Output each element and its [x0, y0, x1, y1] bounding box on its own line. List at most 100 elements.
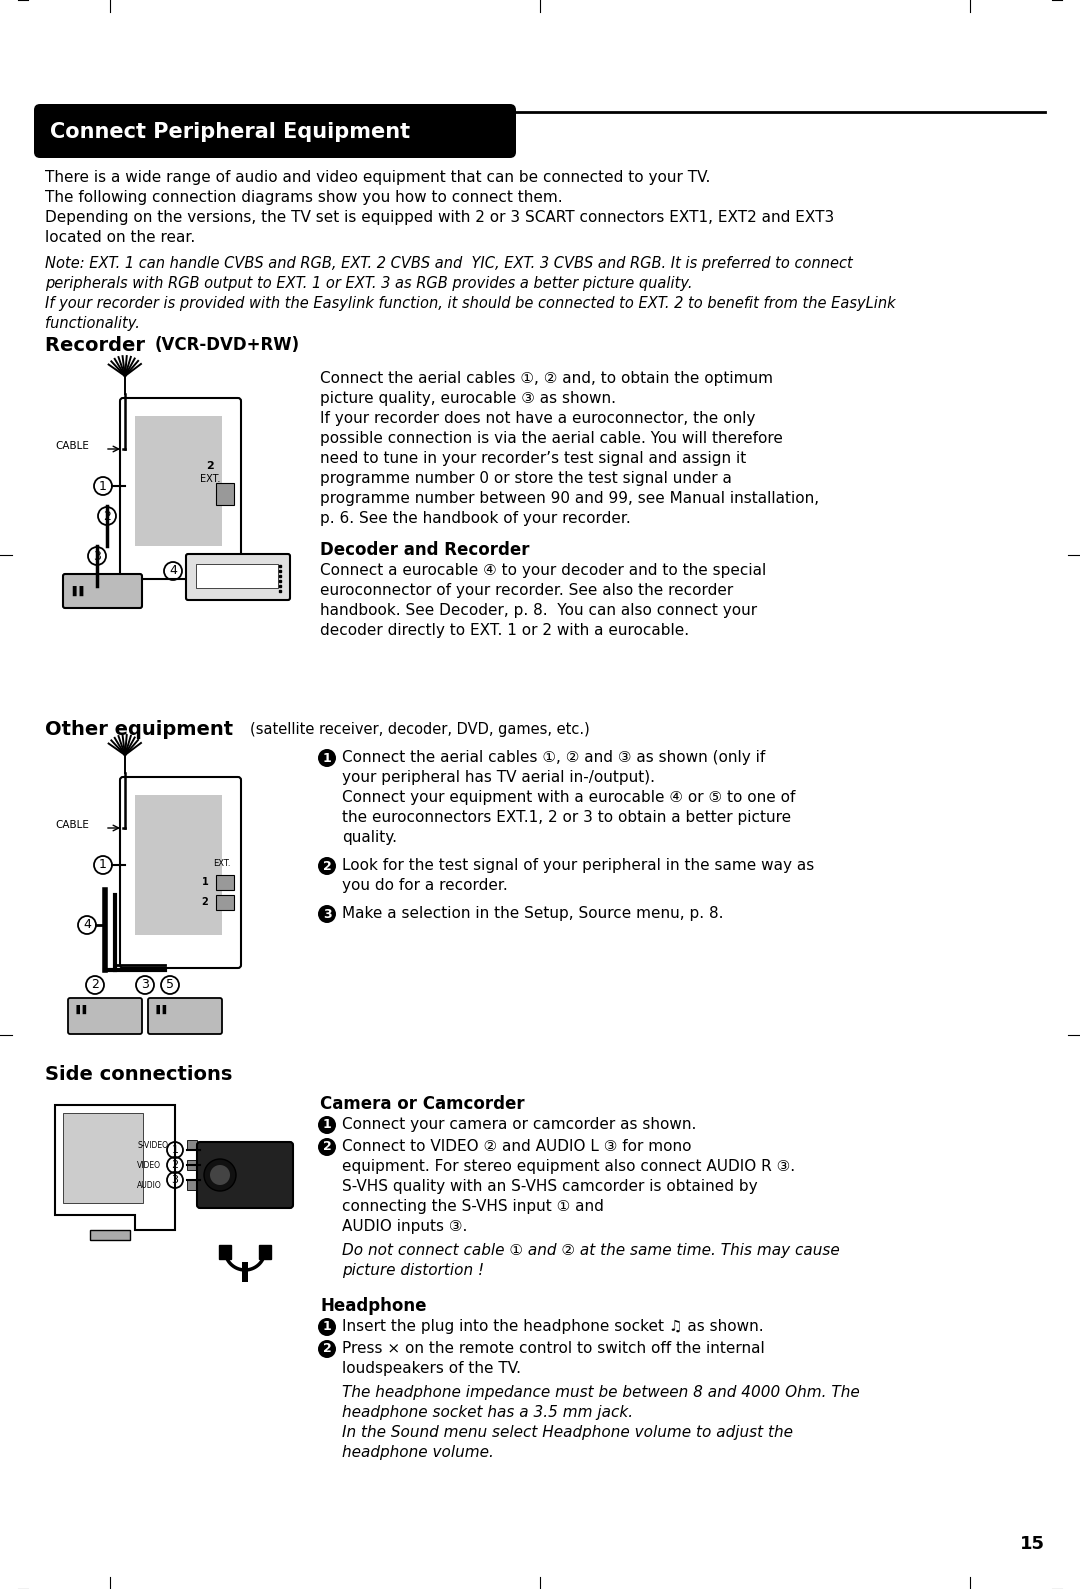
Text: Camera or Camcorder: Camera or Camcorder [320, 1095, 525, 1112]
Text: CABLE: CABLE [55, 820, 89, 829]
Circle shape [318, 1138, 336, 1157]
Bar [63, 1112, 143, 1203]
Bar [219, 1246, 231, 1258]
FancyBboxPatch shape [197, 1142, 293, 1208]
Text: AUDIO inputs ③.: AUDIO inputs ③. [342, 1219, 468, 1235]
Text: your peripheral has TV aerial in-/output).: your peripheral has TV aerial in-/output… [342, 771, 654, 785]
Bar [187, 1160, 197, 1170]
Bar [187, 1139, 197, 1150]
Text: Side connections: Side connections [45, 1065, 232, 1084]
Text: (VCR-DVD+RW): (VCR-DVD+RW) [156, 335, 300, 354]
Text: 1: 1 [99, 480, 107, 493]
Text: 1: 1 [99, 858, 107, 871]
Circle shape [318, 1340, 336, 1359]
Text: If your recorder is provided with the Easylink function, it should be connected : If your recorder is provided with the Ea… [45, 296, 895, 311]
Text: Connect to VIDEO ② and AUDIO L ③ for mono: Connect to VIDEO ② and AUDIO L ③ for mon… [342, 1139, 691, 1154]
Text: handbook. See Decoder, p. 8.  You can also connect your: handbook. See Decoder, p. 8. You can als… [320, 602, 757, 618]
Text: The headphone impedance must be between 8 and 4000 Ohm. The: The headphone impedance must be between … [342, 1386, 860, 1400]
Text: 2: 2 [323, 1343, 332, 1355]
Circle shape [210, 1165, 230, 1185]
Text: Connect your camera or camcorder as shown.: Connect your camera or camcorder as show… [342, 1117, 697, 1131]
Text: 4: 4 [170, 564, 177, 577]
Circle shape [318, 856, 336, 876]
Text: VIDEO: VIDEO [137, 1160, 161, 1170]
FancyBboxPatch shape [68, 998, 141, 1034]
Text: 1: 1 [323, 752, 332, 764]
FancyBboxPatch shape [148, 998, 222, 1034]
Text: 1: 1 [172, 1146, 178, 1155]
Text: In the Sound menu select Headphone volume to adjust the: In the Sound menu select Headphone volum… [342, 1425, 793, 1440]
FancyBboxPatch shape [120, 397, 241, 578]
Polygon shape [55, 1104, 175, 1230]
Text: Other equipment: Other equipment [45, 720, 233, 739]
Text: you do for a recorder.: you do for a recorder. [342, 879, 508, 893]
Text: Insert the plug into the headphone socket ♫ as shown.: Insert the plug into the headphone socke… [342, 1319, 764, 1335]
Text: ▐ ▌: ▐ ▌ [69, 586, 87, 596]
FancyBboxPatch shape [120, 777, 241, 968]
Text: 3: 3 [93, 550, 100, 563]
Text: functionality.: functionality. [45, 316, 140, 331]
Text: The following connection diagrams show you how to connect them.: The following connection diagrams show y… [45, 191, 563, 205]
Text: equipment. For stereo equipment also connect AUDIO R ③.: equipment. For stereo equipment also con… [342, 1158, 795, 1174]
Text: headphone volume.: headphone volume. [342, 1444, 494, 1460]
Text: Note: EXT. 1 can handle CVBS and RGB, EXT. 2 CVBS and  YIC, EXT. 3 CVBS and RGB.: Note: EXT. 1 can handle CVBS and RGB, EX… [45, 256, 853, 272]
Text: S-VIDEO: S-VIDEO [137, 1141, 168, 1149]
Text: 2: 2 [202, 898, 208, 907]
Text: possible connection is via the aerial cable. You will therefore: possible connection is via the aerial ca… [320, 431, 783, 447]
Circle shape [318, 906, 336, 923]
Text: the euroconnectors EXT.1, 2 or 3 to obtain a better picture: the euroconnectors EXT.1, 2 or 3 to obta… [342, 810, 792, 825]
Bar [216, 895, 234, 910]
Text: p. 6. See the handbook of your recorder.: p. 6. See the handbook of your recorder. [320, 512, 631, 526]
Bar [135, 416, 222, 547]
Text: Connect a eurocable ④ to your decoder and to the special: Connect a eurocable ④ to your decoder an… [320, 563, 766, 578]
Bar [259, 1246, 271, 1258]
Text: picture quality, eurocable ③ as shown.: picture quality, eurocable ③ as shown. [320, 391, 616, 407]
Text: 1: 1 [323, 1119, 332, 1131]
Text: decoder directly to EXT. 1 or 2 with a eurocable.: decoder directly to EXT. 1 or 2 with a e… [320, 623, 689, 639]
Text: euroconnector of your recorder. See also the recorder: euroconnector of your recorder. See also… [320, 583, 733, 597]
Bar [90, 1230, 130, 1239]
Circle shape [318, 1317, 336, 1336]
Text: Connect Peripheral Equipment: Connect Peripheral Equipment [50, 122, 410, 141]
Text: Look for the test signal of your peripheral in the same way as: Look for the test signal of your periphe… [342, 858, 814, 872]
Text: Recorder: Recorder [45, 335, 152, 354]
Bar [187, 1181, 197, 1190]
Text: 2: 2 [323, 860, 332, 872]
Text: 3: 3 [323, 907, 332, 920]
FancyBboxPatch shape [33, 103, 516, 157]
Text: AUDIO: AUDIO [137, 1181, 162, 1190]
Text: If your recorder does not have a euroconnector, the only: If your recorder does not have a eurocon… [320, 412, 755, 426]
Text: need to tune in your recorder’s test signal and assign it: need to tune in your recorder’s test sig… [320, 451, 746, 466]
Text: Headphone: Headphone [320, 1297, 427, 1316]
Text: ▐ ▌: ▐ ▌ [153, 1004, 170, 1014]
Text: 5: 5 [166, 979, 174, 992]
Bar [242, 1262, 248, 1282]
Text: There is a wide range of audio and video equipment that can be connected to your: There is a wide range of audio and video… [45, 170, 711, 184]
FancyBboxPatch shape [186, 555, 291, 601]
Bar [195, 564, 278, 588]
Text: picture distortion !: picture distortion ! [342, 1263, 484, 1278]
Bar [135, 794, 222, 934]
Text: CABLE: CABLE [55, 442, 89, 451]
Text: EXT.: EXT. [213, 858, 231, 868]
Text: 15: 15 [1020, 1535, 1045, 1552]
Text: loudspeakers of the TV.: loudspeakers of the TV. [342, 1362, 521, 1376]
Text: programme number 0 or store the test signal under a: programme number 0 or store the test sig… [320, 470, 732, 486]
Text: quality.: quality. [342, 829, 397, 845]
Text: Press ⨯ on the remote control to switch off the internal: Press ⨯ on the remote control to switch … [342, 1341, 765, 1355]
Text: Depending on the versions, the TV set is equipped with 2 or 3 SCART connectors E: Depending on the versions, the TV set is… [45, 210, 834, 226]
Text: 2: 2 [323, 1141, 332, 1154]
Text: EXT.: EXT. [200, 474, 220, 485]
Text: 2: 2 [206, 461, 214, 470]
Text: 2: 2 [91, 979, 99, 992]
Text: Decoder and Recorder: Decoder and Recorder [320, 540, 529, 559]
Text: S-VHS quality with an S-VHS camcorder is obtained by: S-VHS quality with an S-VHS camcorder is… [342, 1179, 758, 1193]
Bar [216, 876, 234, 890]
Circle shape [318, 1115, 336, 1135]
Text: 3: 3 [172, 1174, 178, 1185]
Text: connecting the S-VHS input ① and: connecting the S-VHS input ① and [342, 1200, 604, 1214]
Bar [216, 483, 234, 505]
Text: Make a selection in the Setup, Source menu, p. 8.: Make a selection in the Setup, Source me… [342, 906, 724, 922]
Text: Connect the aerial cables ①, ② and, to obtain the optimum: Connect the aerial cables ①, ② and, to o… [320, 370, 773, 386]
Circle shape [204, 1158, 237, 1192]
